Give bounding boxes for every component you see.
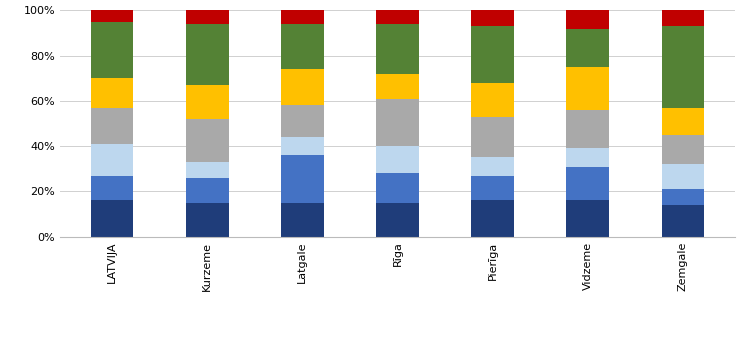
Bar bbox=[91, 200, 134, 237]
Bar bbox=[471, 117, 514, 157]
Bar bbox=[91, 175, 134, 200]
Bar bbox=[376, 24, 419, 74]
Bar bbox=[662, 205, 704, 237]
Bar bbox=[471, 175, 514, 200]
Bar bbox=[662, 189, 704, 205]
Bar bbox=[566, 67, 609, 110]
Bar bbox=[91, 144, 134, 175]
Bar bbox=[186, 10, 229, 24]
Bar bbox=[376, 173, 419, 203]
Bar bbox=[566, 10, 609, 29]
Bar bbox=[281, 137, 324, 155]
Bar bbox=[566, 29, 609, 67]
Bar bbox=[281, 203, 324, 237]
Bar bbox=[91, 22, 134, 78]
Bar bbox=[186, 24, 229, 85]
Bar bbox=[376, 99, 419, 146]
Bar bbox=[471, 200, 514, 237]
Bar bbox=[91, 108, 134, 144]
Bar bbox=[91, 78, 134, 108]
Bar bbox=[662, 164, 704, 189]
Bar bbox=[281, 105, 324, 137]
Bar bbox=[662, 135, 704, 164]
Bar bbox=[376, 146, 419, 173]
Bar bbox=[281, 24, 324, 69]
Bar bbox=[186, 162, 229, 178]
Bar bbox=[186, 178, 229, 203]
Bar bbox=[376, 10, 419, 24]
Bar bbox=[566, 200, 609, 237]
Bar bbox=[376, 74, 419, 98]
Bar bbox=[281, 155, 324, 203]
Bar bbox=[662, 26, 704, 108]
Bar bbox=[471, 26, 514, 83]
Bar bbox=[281, 69, 324, 105]
Bar bbox=[662, 108, 704, 135]
Bar bbox=[186, 119, 229, 162]
Bar bbox=[281, 10, 324, 24]
Bar bbox=[566, 166, 609, 200]
Bar bbox=[376, 203, 419, 237]
Bar bbox=[186, 85, 229, 119]
Bar bbox=[662, 10, 704, 26]
Bar bbox=[91, 10, 134, 22]
Bar bbox=[186, 203, 229, 237]
Bar bbox=[471, 157, 514, 175]
Bar bbox=[566, 148, 609, 166]
Bar bbox=[471, 10, 514, 26]
Bar bbox=[471, 83, 514, 117]
Bar bbox=[566, 110, 609, 148]
